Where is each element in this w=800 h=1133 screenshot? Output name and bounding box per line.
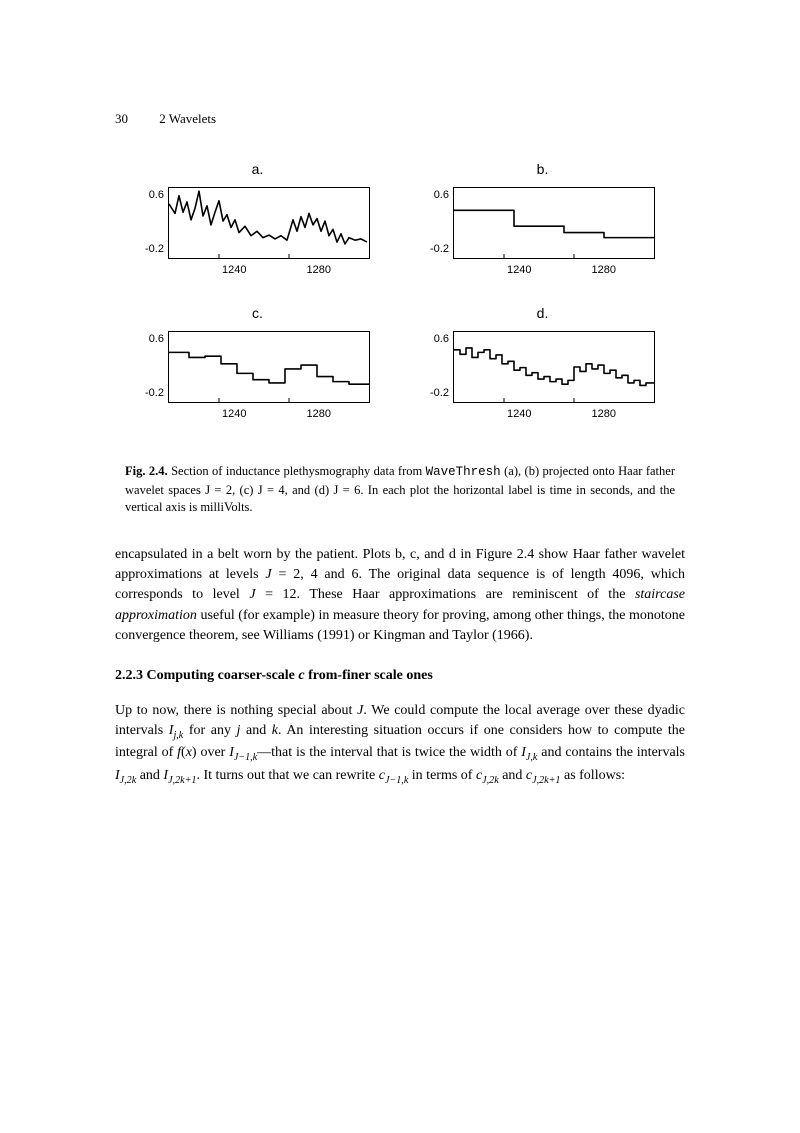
section-number: 2.2.3	[115, 668, 143, 683]
panel-label: d.	[537, 303, 549, 323]
figure-number: Fig. 2.4.	[125, 464, 168, 478]
caption-pre: Section of inductance plethysmography da…	[168, 464, 426, 478]
figure-panel: b. 0.6 -0.2 1240 1280	[420, 159, 665, 279]
figure-panel: c. 0.6 -0.2 1240 1280	[135, 303, 380, 423]
y-tick-label: -0.2	[430, 386, 449, 402]
body-paragraph: encapsulated in a belt worn by the patie…	[115, 545, 685, 646]
y-tick-label: -0.2	[145, 386, 164, 402]
figure-caption: Fig. 2.4. Section of inductance plethysm…	[125, 463, 675, 517]
plot-box	[168, 331, 370, 403]
figure-panel: a. 0.6 -0.2 1240 1280	[135, 159, 380, 279]
y-tick-label: 0.6	[149, 188, 164, 204]
x-tick-label: 1240	[507, 407, 531, 423]
x-ticks: 1240 1280	[469, 263, 616, 279]
x-tick-label: 1280	[592, 263, 616, 279]
section-heading: 2.2.3 Computing coarser-scale c from-fin…	[115, 666, 685, 686]
panel-label: b.	[537, 159, 549, 179]
x-ticks: 1240 1280	[184, 263, 331, 279]
chapter-title: 2 Wavelets	[159, 111, 216, 126]
running-header: 30 2 Wavelets	[115, 110, 685, 129]
plot-box	[168, 187, 370, 259]
y-ticks: 0.6 -0.2	[145, 188, 168, 258]
y-ticks: 0.6 -0.2	[430, 188, 453, 258]
figure-2-4-grid: a. 0.6 -0.2 1240 1280 b. 0.6 -0.2 1240 1280 c. 0.6 -…	[135, 159, 665, 423]
section-title: Computing coarser-scale c from-finer sca…	[147, 668, 433, 683]
caption-code: WaveThresh	[426, 465, 501, 479]
y-tick-label: -0.2	[430, 242, 449, 258]
y-ticks: 0.6 -0.2	[145, 332, 168, 402]
x-tick-label: 1240	[222, 263, 246, 279]
panel-label: c.	[252, 303, 263, 323]
plot-box	[453, 331, 655, 403]
x-ticks: 1240 1280	[184, 407, 331, 423]
x-tick-label: 1280	[592, 407, 616, 423]
x-ticks: 1240 1280	[469, 407, 616, 423]
page-number: 30	[115, 111, 128, 126]
y-tick-label: 0.6	[434, 332, 449, 348]
panel-label: a.	[252, 159, 264, 179]
y-tick-label: 0.6	[149, 332, 164, 348]
y-ticks: 0.6 -0.2	[430, 332, 453, 402]
figure-panel: d. 0.6 -0.2 1240 1280	[420, 303, 665, 423]
section-paragraph: Up to now, there is nothing special abou…	[115, 701, 685, 789]
plot-box	[453, 187, 655, 259]
x-tick-label: 1280	[307, 407, 331, 423]
y-tick-label: 0.6	[434, 188, 449, 204]
y-tick-label: -0.2	[145, 242, 164, 258]
x-tick-label: 1280	[307, 263, 331, 279]
x-tick-label: 1240	[507, 263, 531, 279]
x-tick-label: 1240	[222, 407, 246, 423]
